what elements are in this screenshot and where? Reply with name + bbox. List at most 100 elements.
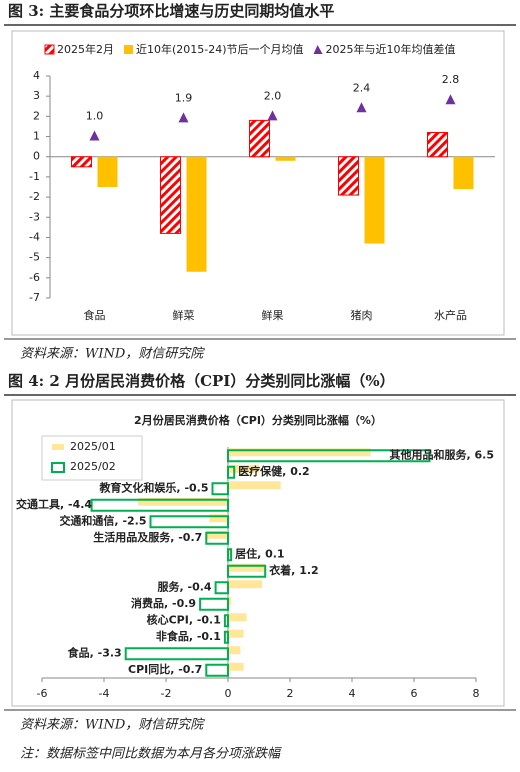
legend-label: 2025年2月: [57, 42, 114, 56]
y-tick-label: 2: [33, 109, 40, 122]
bar: [186, 156, 207, 272]
legend-label: 2025/01: [70, 440, 116, 453]
y-tick-label: -5: [29, 251, 40, 264]
bar: [228, 596, 232, 605]
x-tick-label: 2: [287, 687, 294, 700]
bar: [211, 482, 229, 496]
y-tick-label: -2: [29, 190, 40, 203]
data-label: 服务, -0.4: [158, 579, 212, 593]
bar: [338, 156, 359, 196]
data-label: 其他用品和服务, 6.5: [390, 447, 495, 461]
data-label: 消费品, -0.9: [131, 596, 196, 610]
bar: [228, 464, 259, 473]
bar: [249, 119, 270, 158]
bar: [228, 481, 281, 490]
data-label: 2.8: [442, 73, 460, 86]
figure-caption: 图 3: 主要食品分项环比增速与历史同期均值水平: [8, 2, 334, 20]
data-label: 教育文化和娱乐, -0.5: [98, 480, 208, 494]
bar: [199, 597, 230, 611]
bar: [228, 613, 247, 622]
data-label: 核心CPI, -0.1: [147, 612, 221, 626]
legend-swatch: [44, 44, 55, 55]
x-tick-label: 6: [411, 687, 418, 700]
marker: [89, 130, 100, 141]
data-label: 交通工具, -4.4: [16, 497, 92, 511]
bar: [209, 514, 228, 523]
data-label: 生活用品及服务, -0.7: [93, 530, 202, 544]
marker: [445, 94, 456, 105]
data-label: 医疗保健, 0.2: [238, 464, 310, 478]
y-tick-label: 0: [33, 150, 40, 163]
legend-swatch: [124, 45, 133, 54]
x-tick-label: 8: [473, 687, 480, 700]
x-tick-label: 鲜菜: [173, 308, 195, 322]
bar: [160, 156, 181, 234]
chart-frame: [11, 399, 505, 707]
legend-swatch: [51, 462, 65, 473]
y-tick-label: 4: [33, 69, 40, 82]
data-label: 非食品, -0.1: [156, 629, 221, 643]
marker: [178, 112, 189, 123]
legend-swatch: [313, 45, 323, 54]
source: 资料来源：WIND，财信研究院: [20, 346, 205, 362]
marker: [356, 102, 367, 113]
bar: [228, 563, 266, 572]
note: 注：数据标签中同比数据为本月各分项涨跌幅: [20, 746, 282, 762]
data-label: 居住, 0.1: [235, 546, 285, 560]
bar: [223, 630, 229, 644]
chart-frame: [11, 30, 505, 336]
x-tick-label: -6: [37, 687, 48, 700]
bar: [228, 448, 371, 457]
y-tick-label: -1: [29, 170, 40, 183]
bar: [228, 646, 241, 655]
bar: [227, 465, 236, 479]
x-tick-label: 0: [225, 687, 232, 700]
data-label: 1.9: [175, 91, 193, 104]
bar: [453, 156, 474, 190]
x-tick-label: 鲜果: [262, 308, 284, 322]
bar: [227, 564, 267, 578]
bar: [427, 132, 448, 158]
data-label: 食品, -3.3: [68, 645, 122, 659]
bar: [124, 647, 229, 661]
data-label: 衣着, 1.2: [269, 563, 319, 577]
bar: [228, 547, 232, 556]
bar: [364, 156, 385, 244]
y-tick-label: -4: [29, 230, 40, 243]
data-label: 交通和通信, -2.5: [59, 513, 146, 527]
bar: [214, 581, 230, 595]
source: 资料来源：WIND，财信研究院: [20, 717, 205, 733]
bar: [228, 580, 263, 589]
bar: [90, 498, 229, 512]
marker: [267, 110, 278, 121]
y-tick-label: 3: [33, 89, 40, 102]
bar: [228, 662, 244, 671]
x-tick-label: -2: [161, 687, 172, 700]
y-tick-label: -6: [29, 271, 40, 284]
data-label: 1.0: [86, 110, 104, 123]
chart-title: 2月份居民消费价格（CPI）分类别同比涨幅（%）: [134, 413, 382, 427]
legend-swatch: [52, 444, 64, 450]
legend-label: 2025/02: [70, 460, 116, 473]
bar: [227, 449, 431, 463]
y-tick-label: 1: [33, 130, 40, 143]
bar: [223, 614, 229, 628]
bar: [275, 156, 296, 161]
data-label: CPI同比, -0.7: [128, 662, 202, 676]
y-tick-label: -3: [29, 210, 40, 223]
bar: [206, 530, 228, 539]
bar: [205, 531, 230, 545]
x-tick-label: 4: [349, 687, 356, 700]
figure-caption: 图 4: 2 月份居民消费价格（CPI）分类别同比涨幅（%）: [8, 372, 395, 390]
data-label: 2.0: [264, 89, 282, 102]
x-tick-label: 猪肉: [351, 309, 373, 322]
x-tick-label: 食品: [84, 308, 106, 322]
data-label: 2.4: [353, 81, 371, 94]
legend-label: 2025年与近10年均值差值: [326, 42, 456, 56]
bar: [97, 156, 118, 187]
bar: [205, 663, 230, 677]
bar: [71, 156, 92, 168]
y-tick-label: -7: [29, 291, 40, 304]
legend-label: 近10年(2015-24)节后一个月均值: [136, 42, 304, 56]
